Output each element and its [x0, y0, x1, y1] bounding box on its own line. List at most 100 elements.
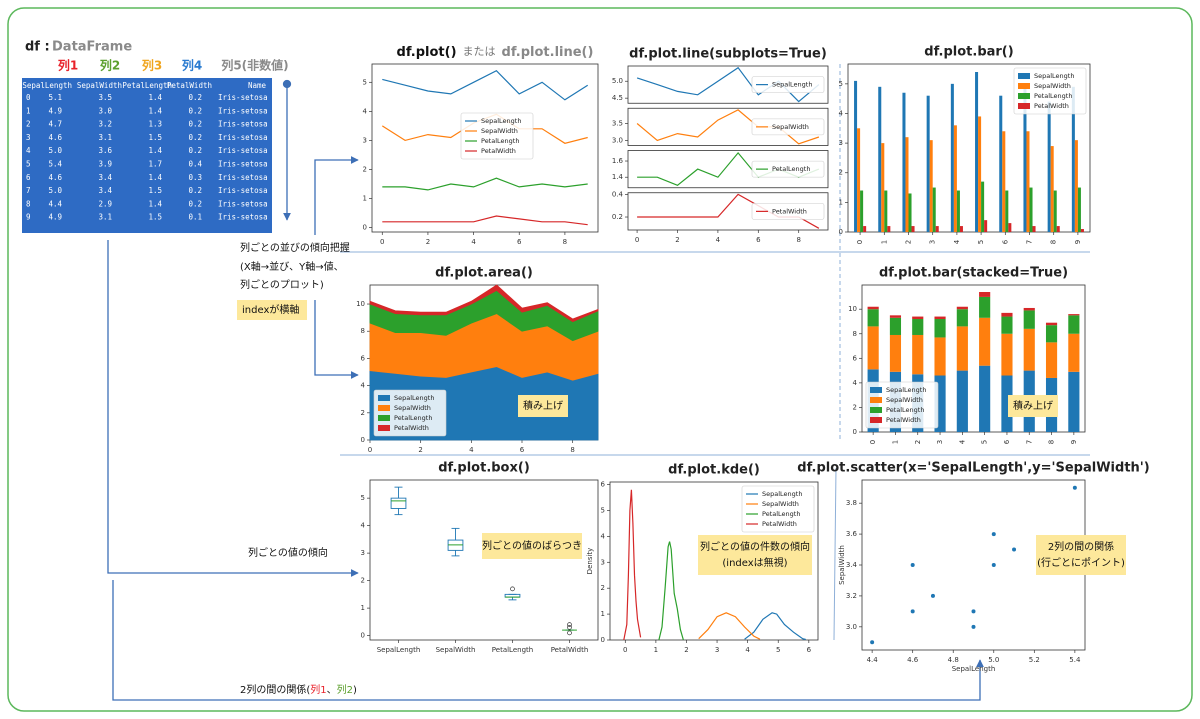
legend-label: PetalWidth: [394, 424, 429, 432]
x-tick-label: PetalLength: [492, 646, 533, 654]
x-tick-label: 4: [471, 238, 476, 246]
bar: [1045, 325, 1058, 343]
point: [870, 640, 875, 645]
table-cell: Iris-setosa: [218, 160, 268, 169]
table-index: 5: [26, 160, 31, 169]
arrow: [314, 300, 359, 379]
table-index: 1: [26, 106, 31, 115]
x-tick-label: 6: [807, 646, 812, 654]
y-tick-label: 2: [363, 166, 367, 174]
legend-label: PetalLength: [886, 406, 924, 414]
arrow-start: [282, 79, 292, 89]
note: indexが横軸: [242, 303, 299, 316]
page-border: [7, 7, 1193, 712]
x-tick-label: 2: [914, 440, 922, 444]
legend-box: [1013, 67, 1087, 115]
legend-label: SepalWidth: [1034, 82, 1071, 90]
legend-label: PetalLength: [394, 414, 432, 422]
annotation-box: [518, 395, 568, 417]
point: [1012, 547, 1017, 552]
x-tick-label: 1: [880, 240, 888, 244]
table-cell: Iris-setosa: [218, 93, 268, 102]
y-tick-label: 4: [361, 522, 366, 530]
y-tick-label: 10: [356, 300, 365, 308]
x-tick-label: 5: [981, 440, 989, 444]
table-cell: 0.2: [188, 120, 202, 129]
x-tick-label: SepalLength: [377, 646, 421, 654]
chart-title: df.plot.bar(): [924, 45, 1013, 60]
table-cell: 2.9: [98, 199, 112, 208]
table-cell: 3.6: [98, 146, 112, 155]
bar: [878, 86, 882, 232]
chart-title-part: df.plot.line(): [502, 45, 594, 60]
table-cell: Iris-setosa: [218, 186, 268, 195]
y-tick-label: 6: [601, 481, 606, 489]
table-cell: 5.0: [48, 146, 62, 155]
bar: [867, 309, 879, 327]
annotation: 列ごとの値の件数の傾向: [700, 540, 810, 553]
legend-label: SepalWidth: [481, 127, 518, 135]
bar: [1056, 226, 1060, 232]
table-cell: 0.1: [188, 213, 202, 222]
x-tick-label: 3: [936, 440, 944, 444]
arrow: [112, 580, 984, 701]
chart-title-part: df.plot(): [397, 45, 457, 60]
y-tick-label: 3.2: [846, 592, 857, 600]
note-part: 2列の間の関係(: [240, 683, 310, 696]
table-index: 7: [26, 186, 31, 195]
annotation: (indexは無視): [722, 556, 787, 569]
annotation: (行ごとにポイント): [1037, 556, 1125, 569]
point: [910, 609, 915, 614]
x-tick-label: 0: [368, 446, 372, 454]
table-header: Name: [248, 81, 267, 90]
arrow: [107, 240, 359, 577]
note-part: ): [353, 685, 357, 696]
y-tick-label: 0: [363, 224, 367, 232]
legend-swatch: [378, 415, 390, 421]
bar: [1032, 226, 1036, 232]
table-cell: 0.4: [188, 160, 202, 169]
legend-box: [751, 118, 825, 136]
bar: [1029, 187, 1033, 232]
bar: [934, 337, 946, 376]
bar: [867, 326, 879, 370]
bar: [934, 319, 946, 338]
note-part: 列2: [337, 683, 353, 696]
table-cell: 0.3: [188, 173, 202, 182]
point: [991, 532, 996, 537]
note-part: 、: [327, 685, 337, 696]
table-cell: Iris-setosa: [218, 146, 268, 155]
x-tick-label: 4: [469, 446, 474, 454]
x-tick-label: 4: [745, 646, 750, 654]
box: [390, 497, 407, 509]
chart-title: df.plot.bar(stacked=True): [879, 266, 1068, 281]
y-tick-label: 2: [839, 169, 843, 177]
x-tick-label: 8: [1050, 240, 1058, 244]
x-tick-label: 6: [1003, 439, 1011, 444]
table-header: PetalLength: [122, 81, 172, 90]
legend-label: SepalWidth: [772, 123, 809, 131]
bar: [908, 193, 912, 232]
legend-label: PetalLength: [1034, 92, 1072, 100]
bar: [979, 292, 991, 297]
bar: [934, 375, 946, 432]
legend-swatch: [870, 397, 882, 403]
axes-frame: [609, 481, 819, 641]
bar: [902, 92, 906, 232]
annotation-box: [1036, 535, 1126, 575]
x-tick-label: 4.8: [948, 656, 959, 664]
table-header: PetalWidth: [167, 81, 212, 90]
table-index: 8: [26, 199, 31, 208]
y-tick-label: 0: [361, 632, 365, 640]
annotation-box: [698, 535, 812, 575]
arrow: [314, 156, 359, 235]
legend-label: PetalWidth: [772, 207, 807, 215]
y-tick-label: 1: [839, 198, 843, 206]
x-tick-label: 4: [716, 236, 721, 244]
annotation: 積み上げ: [523, 399, 563, 412]
bar: [867, 306, 879, 310]
table-cell: Iris-setosa: [218, 106, 268, 115]
area-series: [369, 284, 599, 323]
bar: [1071, 86, 1075, 232]
y-tick-label: 5.0: [612, 77, 623, 85]
